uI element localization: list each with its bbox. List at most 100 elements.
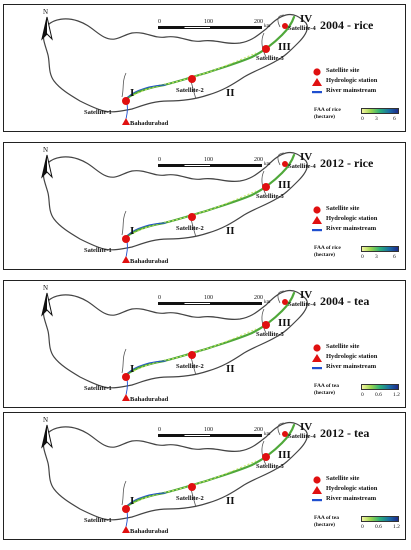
legend-text: Hydrologic station: [326, 485, 378, 492]
north-label: N: [43, 146, 49, 154]
faa-label-line1: FAA of tea: [314, 515, 339, 521]
legend-text: Hydrologic station: [326, 77, 378, 84]
satellite-4-marker: [282, 299, 288, 305]
red-circle-icon: [313, 68, 321, 76]
scale-tick: 0: [158, 427, 161, 433]
region-label-iii: III: [278, 41, 291, 53]
scale-tick: 200: [254, 19, 263, 25]
satellite-2-marker: [188, 75, 196, 83]
panel-title: 2012 - tea: [320, 426, 370, 440]
scale-ticks: 0 100 200: [158, 19, 270, 26]
basin-outline: [42, 421, 308, 521]
legend-text: Satellite site: [326, 343, 360, 350]
division-line-4: [277, 152, 285, 166]
scale-tick: 100: [204, 19, 213, 25]
red-circle-icon: [313, 206, 321, 214]
legend-river-mainstream: River mainstream: [309, 87, 405, 97]
satellite-3-marker: [262, 453, 270, 461]
satellite-1-marker: [122, 505, 130, 513]
blue-line-icon: [312, 499, 322, 502]
station-label: Bahadurabad: [130, 258, 169, 265]
map-panel-4: N 0 100 200 km 2012 - tea I II III IV Sa…: [3, 412, 406, 540]
panel-title: 2004 - rice: [320, 18, 374, 32]
scale-bar-graphic: [158, 434, 262, 437]
faa-label-line2: (hectare): [314, 390, 335, 396]
faa-tick: 1.2: [393, 524, 400, 530]
basin-outline: [42, 13, 308, 113]
faa-tick: 6: [393, 254, 396, 260]
region-label-i: I: [130, 495, 135, 507]
scale-bar-graphic: [158, 164, 262, 167]
region-label-iii: III: [278, 449, 291, 461]
division-line-1: [121, 72, 127, 98]
satellite-2-label: Satellite-2: [176, 225, 204, 232]
scale-bar: 0 100 200 km: [158, 295, 270, 309]
red-circle-icon: [313, 344, 321, 352]
blue-line-icon: [312, 229, 322, 232]
red-triangle-icon: [312, 486, 322, 494]
legend-hydrologic-station: Hydrologic station: [309, 485, 405, 495]
legend: Satellite site Hydrologic station River …: [309, 343, 405, 407]
station-label: Bahadurabad: [130, 120, 169, 127]
faa-ticks: 0 0.6 1.2: [361, 392, 401, 399]
faa-label-line2: (hectare): [314, 252, 335, 258]
division-line-1: [121, 210, 127, 236]
division-line-1: [121, 348, 127, 374]
region-label-ii: II: [226, 495, 235, 507]
legend: Satellite site Hydrologic station River …: [309, 205, 405, 269]
north-arrow-icon: [41, 154, 53, 179]
faa-label: FAA of rice (hectare): [314, 245, 341, 259]
division-line-3: [261, 308, 267, 334]
division-line-3: [261, 32, 267, 58]
satellite-4-label: Satellite-4: [288, 163, 316, 170]
division-line-4: [277, 290, 285, 304]
region-label-iv: IV: [300, 421, 313, 433]
basin-map: [42, 151, 308, 263]
satellite-4-label: Satellite-4: [288, 433, 316, 440]
region-label-i: I: [130, 225, 135, 237]
satellite-1-label: Satellite-1: [84, 109, 112, 116]
basin-map: [42, 421, 308, 533]
legend-text: Satellite site: [326, 205, 360, 212]
red-circle-icon: [313, 476, 321, 484]
region-label-iv: IV: [300, 13, 313, 25]
legend-text: River mainstream: [326, 225, 377, 232]
faa-tick: 0.6: [375, 392, 382, 398]
satellite-3-label: Satellite-3: [256, 463, 284, 470]
faa-tick: 3: [375, 116, 378, 122]
satellite-2-label: Satellite-2: [176, 87, 204, 94]
legend-river-mainstream: River mainstream: [309, 363, 405, 373]
faa-color-ramp: [361, 384, 399, 390]
region-label-i: I: [130, 363, 135, 375]
faa-tick: 0: [361, 254, 364, 260]
north-arrow-icon: [41, 16, 53, 41]
region-label-iii: III: [278, 179, 291, 191]
scale-tick: 100: [204, 295, 213, 301]
scale-tick: 200: [254, 427, 263, 433]
legend-hydrologic-station: Hydrologic station: [309, 77, 405, 87]
map-panel-2: N 0 100 200 km 2012 - rice I II III IV S…: [3, 142, 406, 270]
scale-unit: km: [264, 24, 271, 29]
blue-line-icon: [312, 91, 322, 94]
faa-label-line2: (hectare): [314, 522, 335, 528]
satellite-2-label: Satellite-2: [176, 495, 204, 502]
scale-unit: km: [264, 162, 271, 167]
scale-bar: 0 100 200 km: [158, 157, 270, 171]
red-triangle-icon: [312, 354, 322, 362]
basin-map: [42, 289, 308, 401]
satellite-4-label: Satellite-4: [288, 301, 316, 308]
scale-unit: km: [264, 432, 271, 437]
map-panel-3: N 0 100 200 km 2004 - tea I II III IV Sa…: [3, 280, 406, 408]
faa-label: FAA of tea (hectare): [314, 515, 339, 529]
scale-tick: 200: [254, 157, 263, 163]
faa-color-ramp: [361, 516, 399, 522]
faa-ticks: 0 0.6 1.2: [361, 524, 401, 531]
scale-bar-graphic: [158, 302, 262, 305]
satellite-1-marker: [122, 235, 130, 243]
scale-bar: 0 100 200 km: [158, 19, 270, 33]
scale-bar: 0 100 200 km: [158, 427, 270, 441]
satellite-2-label: Satellite-2: [176, 363, 204, 370]
satellite-3-label: Satellite-3: [256, 331, 284, 338]
scale-ticks: 0 100 200: [158, 295, 270, 302]
region-label-iii: III: [278, 317, 291, 329]
